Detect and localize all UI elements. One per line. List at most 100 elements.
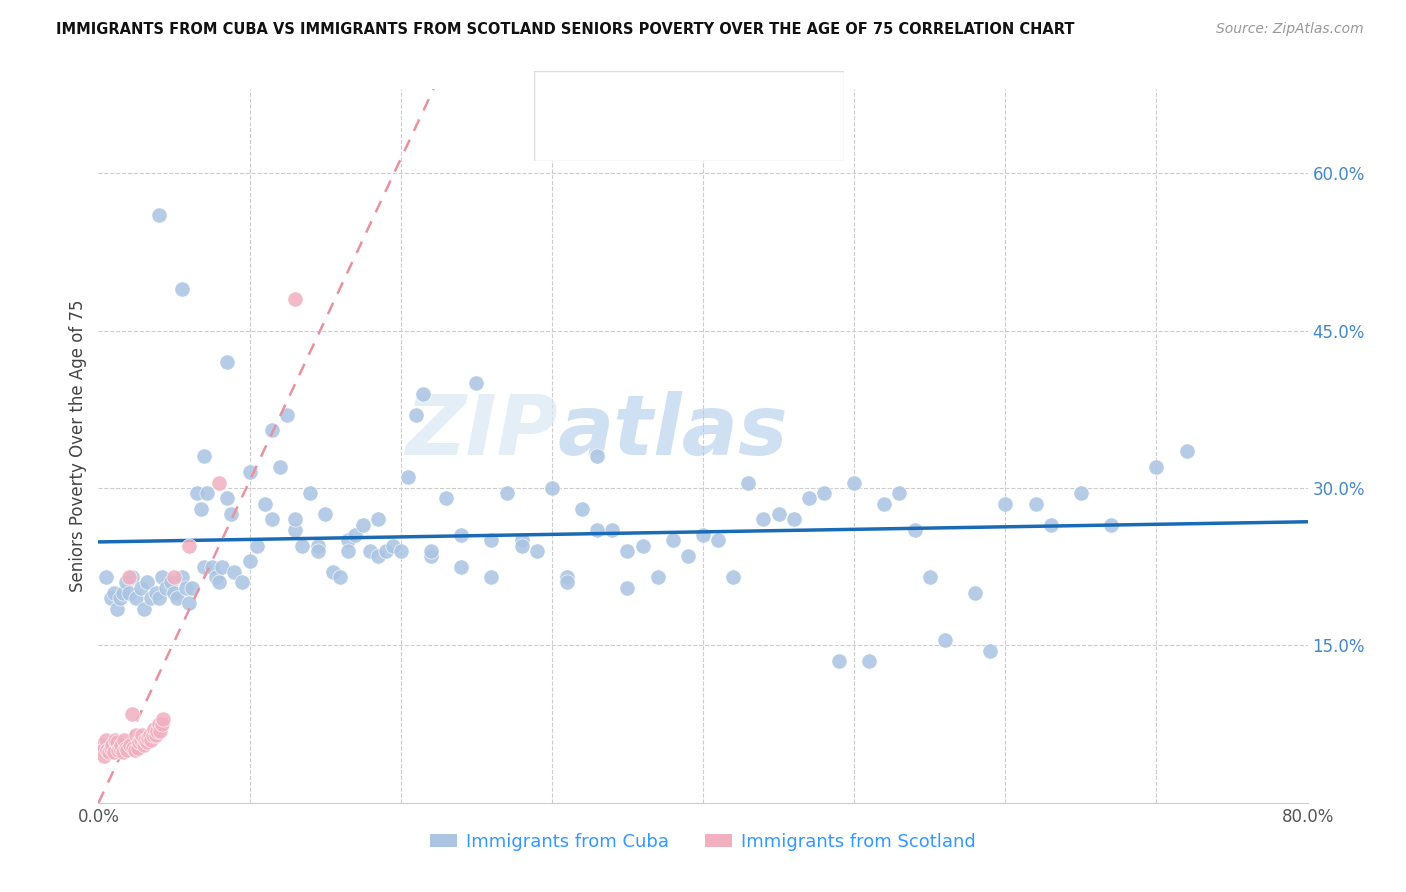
Point — [94, 570, 117, 584]
Point — [434, 491, 457, 506]
Point — [127, 741, 149, 756]
Point — [122, 741, 145, 756]
Point — [450, 528, 472, 542]
Point — [382, 539, 405, 553]
Point — [291, 539, 314, 553]
Text: N =: N = — [720, 127, 772, 145]
Point — [367, 549, 389, 564]
Point — [118, 570, 141, 584]
Point — [163, 586, 186, 600]
Point — [141, 732, 163, 747]
Text: 0.344: 0.344 — [658, 87, 710, 104]
Point — [150, 717, 173, 731]
Point — [111, 746, 134, 760]
Point — [420, 549, 443, 564]
Point — [111, 586, 134, 600]
Point — [412, 386, 434, 401]
Point — [96, 743, 118, 757]
Point — [91, 743, 114, 757]
Point — [495, 486, 517, 500]
Point — [934, 633, 956, 648]
Point — [181, 581, 204, 595]
Point — [98, 746, 121, 760]
Point — [129, 732, 152, 747]
Point — [1039, 517, 1062, 532]
FancyBboxPatch shape — [534, 71, 844, 161]
Point — [1175, 444, 1198, 458]
Point — [215, 355, 238, 369]
Point — [121, 706, 143, 721]
Point — [145, 586, 167, 600]
Point — [100, 741, 122, 756]
Point — [224, 565, 246, 579]
Point — [571, 502, 593, 516]
Point — [602, 523, 624, 537]
Point — [783, 512, 806, 526]
Point — [124, 743, 146, 757]
Point — [450, 559, 472, 574]
Point — [994, 497, 1017, 511]
Point — [90, 738, 112, 752]
Point — [129, 581, 152, 595]
Point — [179, 596, 201, 610]
Point — [360, 544, 382, 558]
Point — [510, 539, 533, 553]
Point — [858, 654, 880, 668]
Point — [396, 470, 419, 484]
Point — [661, 533, 683, 548]
Point — [120, 738, 142, 752]
Point — [616, 544, 638, 558]
Point — [329, 570, 352, 584]
Point — [979, 643, 1001, 657]
Point — [405, 408, 427, 422]
Point — [94, 732, 117, 747]
Point — [132, 738, 155, 752]
Point — [284, 512, 307, 526]
Point — [131, 728, 153, 742]
Point — [125, 728, 148, 742]
Point — [797, 491, 820, 506]
Point — [166, 591, 188, 606]
Text: 46: 46 — [787, 127, 811, 145]
Point — [114, 575, 136, 590]
Point — [322, 565, 344, 579]
Point — [918, 570, 941, 584]
Point — [269, 460, 291, 475]
Point — [128, 735, 150, 749]
Point — [100, 591, 122, 606]
Point — [1144, 460, 1167, 475]
Point — [150, 570, 173, 584]
Point — [143, 723, 166, 737]
Point — [101, 738, 124, 752]
Point — [107, 743, 129, 757]
Point — [208, 575, 231, 590]
Point — [676, 549, 699, 564]
Point — [134, 732, 156, 747]
Point — [367, 512, 389, 526]
Point — [616, 581, 638, 595]
Point — [148, 208, 170, 222]
Point — [284, 292, 307, 306]
Point — [179, 539, 201, 553]
Point — [555, 570, 578, 584]
Point — [132, 601, 155, 615]
Point — [160, 575, 183, 590]
Point — [103, 586, 125, 600]
Point — [145, 728, 167, 742]
Point — [307, 539, 329, 553]
Point — [221, 507, 243, 521]
Point — [193, 450, 215, 464]
Point — [108, 741, 131, 756]
Point — [555, 575, 578, 590]
Point — [481, 570, 503, 584]
Text: R =: R = — [602, 127, 641, 145]
Point — [114, 741, 136, 756]
Point — [692, 528, 714, 542]
Point — [211, 559, 233, 574]
Point — [103, 746, 125, 760]
Point — [253, 497, 276, 511]
Text: atlas: atlas — [558, 392, 789, 472]
Point — [186, 486, 208, 500]
Text: R =: R = — [602, 87, 641, 104]
Point — [205, 570, 228, 584]
